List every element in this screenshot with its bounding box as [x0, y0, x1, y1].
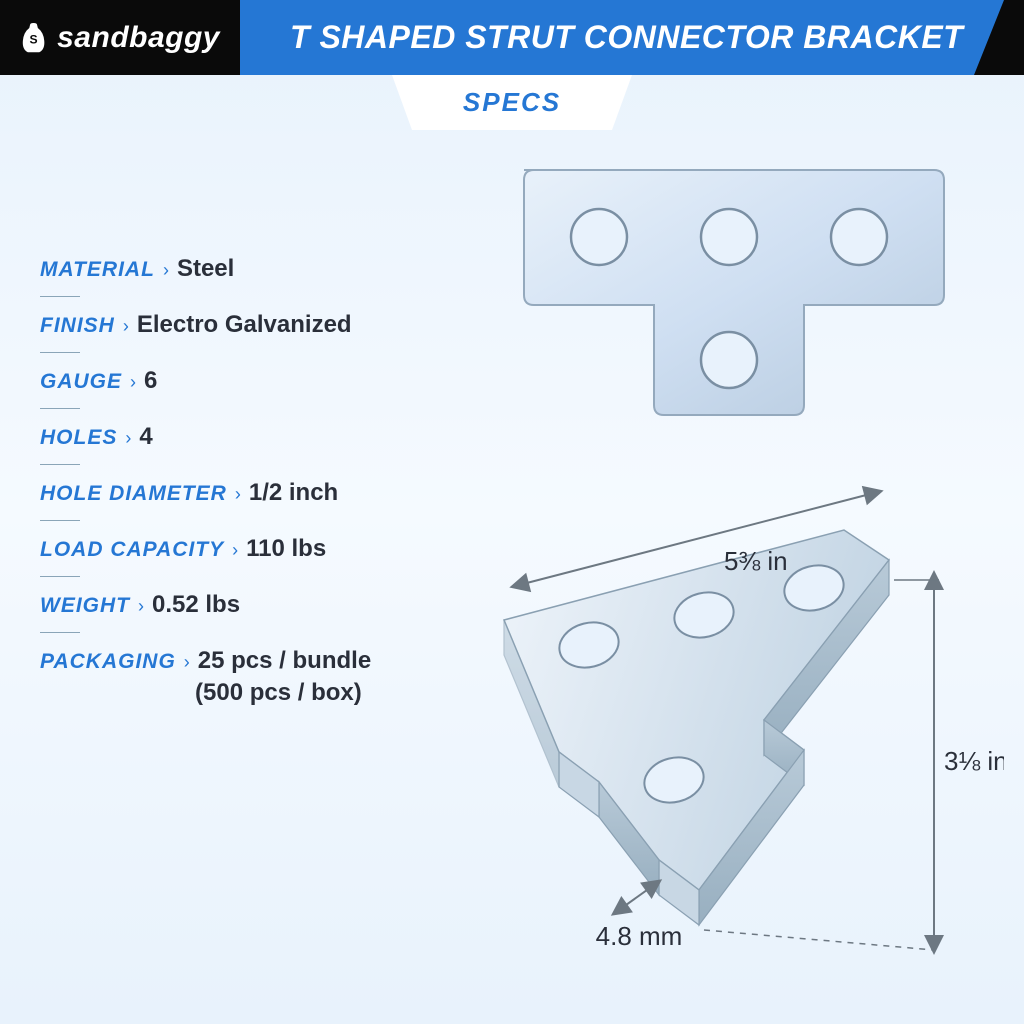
svg-text:S: S: [30, 32, 38, 46]
header: S sandbaggy T SHAPED STRUT CONNECTOR BRA…: [0, 0, 1024, 75]
spec-row: MATERIAL › Steel: [40, 255, 480, 297]
chevron-right-icon: ›: [123, 316, 129, 337]
chevron-right-icon: ›: [138, 596, 144, 617]
chevron-right-icon: ›: [130, 372, 136, 393]
spec-label: LOAD CAPACITY: [40, 538, 224, 562]
spec-value: 110 lbs: [246, 535, 326, 563]
spec-label: HOLE DIAMETER: [40, 482, 227, 506]
dim-width: 5⅜ in: [724, 546, 788, 576]
product-diagram: 5⅜ in 3⅛ in 4.8 mm: [444, 470, 1004, 990]
chevron-right-icon: ›: [232, 540, 238, 561]
header-cap: [1004, 0, 1024, 75]
spec-value: Electro Galvanized: [137, 311, 352, 339]
chevron-right-icon: ›: [163, 260, 169, 281]
spec-label: HOLES: [40, 426, 117, 450]
chevron-right-icon: ›: [125, 428, 131, 449]
specs-tab: SPECS: [412, 75, 612, 130]
spec-label: MATERIAL: [40, 258, 155, 282]
spec-row: PACKAGING › 25 pcs / bundle (500 pcs / b…: [40, 647, 480, 721]
spec-value-secondary: (500 pcs / box): [40, 679, 480, 707]
dim-thickness: 4.8 mm: [596, 921, 683, 951]
spec-label: GAUGE: [40, 370, 122, 394]
spec-list: MATERIAL › Steel FINISH › Electro Galvan…: [40, 255, 480, 721]
bag-icon: S: [20, 16, 47, 60]
spec-label: FINISH: [40, 314, 115, 338]
spec-row: HOLE DIAMETER › 1/2 inch: [40, 479, 480, 521]
specs-label: SPECS: [463, 87, 561, 118]
spec-label: PACKAGING: [40, 650, 176, 674]
spec-row: FINISH › Electro Galvanized: [40, 311, 480, 353]
spec-value: 4: [139, 423, 152, 451]
spec-value: 1/2 inch: [249, 479, 338, 507]
spec-label: WEIGHT: [40, 594, 130, 618]
spec-row: WEIGHT › 0.52 lbs: [40, 591, 480, 633]
spec-value: 0.52 lbs: [152, 591, 240, 619]
spec-value: 6: [144, 367, 157, 395]
spec-row: HOLES › 4: [40, 423, 480, 465]
spec-row: LOAD CAPACITY › 110 lbs: [40, 535, 480, 577]
chevron-right-icon: ›: [235, 484, 241, 505]
spec-value: 25 pcs / bundle: [198, 647, 371, 675]
dim-height: 3⅛ in: [944, 746, 1004, 776]
logo-section: S sandbaggy: [0, 0, 240, 75]
product-photo: [504, 140, 954, 430]
spec-row: GAUGE › 6: [40, 367, 480, 409]
content: MATERIAL › Steel FINISH › Electro Galvan…: [0, 130, 1024, 721]
title-section: T SHAPED STRUT CONNECTOR BRACKET: [240, 0, 1004, 75]
page-title: T SHAPED STRUT CONNECTOR BRACKET: [290, 19, 963, 56]
logo-text: sandbaggy: [57, 21, 220, 55]
spec-value: Steel: [177, 255, 234, 283]
chevron-right-icon: ›: [184, 652, 190, 673]
